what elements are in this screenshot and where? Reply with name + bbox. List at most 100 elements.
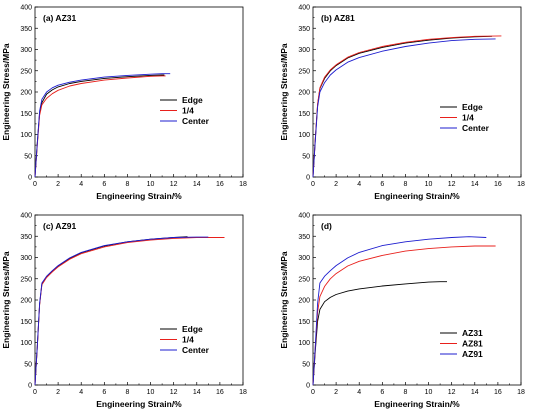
y-tick-label: 400 <box>20 5 32 12</box>
series-line-edge <box>34 74 165 178</box>
x-tick-label: 8 <box>125 181 129 188</box>
y-tick-label: 400 <box>298 5 310 12</box>
x-tick-label: 12 <box>170 389 178 396</box>
series-line-1-4 <box>34 75 166 178</box>
x-tick-label: 18 <box>239 181 247 188</box>
y-tick-label: 150 <box>20 319 32 326</box>
x-tick-label: 16 <box>216 389 224 396</box>
series-line-az91 <box>312 236 487 386</box>
x-tick-label: 4 <box>357 181 361 188</box>
chart-panel-2: 0 2 4 6 8 10 12 14 16 18 0 50 100 150 200 250 300 350 400 E… <box>279 5 525 202</box>
x-tick-label: 16 <box>494 389 502 396</box>
x-tick-label: 0 <box>33 181 37 188</box>
legend-label: 1/4 <box>182 335 194 345</box>
chart-panel-4: 0 2 4 6 8 10 12 14 16 18 0 50 100 150 200 250 300 350 400 E… <box>279 213 525 410</box>
x-tick-label: 12 <box>448 181 456 188</box>
x-tick-label: 8 <box>125 389 129 396</box>
series-line-center <box>312 38 496 178</box>
x-tick-label: 6 <box>380 181 384 188</box>
legend-label: Edge <box>182 95 203 105</box>
legend-label: AZ81 <box>462 339 483 349</box>
y-tick-label: 350 <box>20 26 32 33</box>
x-tick-label: 0 <box>311 389 315 396</box>
y-tick-label: 200 <box>20 90 32 97</box>
y-tick-label: 200 <box>298 298 310 305</box>
x-tick-label: 12 <box>448 389 456 396</box>
x-tick-label: 4 <box>357 389 361 396</box>
x-tick-label: 2 <box>56 181 60 188</box>
x-tick-label: 14 <box>193 389 201 396</box>
legend-label: AZ31 <box>462 328 483 338</box>
series-line-1-4 <box>34 237 225 386</box>
panel-title: (c) AZ91 <box>43 221 76 231</box>
y-tick-label: 100 <box>20 340 32 347</box>
panel-title: (b) AZ81 <box>321 13 355 23</box>
legend-label: Center <box>182 345 210 355</box>
series-line-az31 <box>312 281 447 386</box>
y-tick-label: 250 <box>20 276 32 283</box>
legend-label: 1/4 <box>462 113 474 123</box>
x-tick-label: 0 <box>311 181 315 188</box>
x-tick-label: 4 <box>79 181 83 188</box>
y-tick-label: 150 <box>20 111 32 118</box>
y-axis-label: Engineering Stress/MPa <box>279 43 289 141</box>
series-line-az81 <box>312 245 496 386</box>
x-tick-label: 14 <box>471 389 479 396</box>
y-tick-label: 0 <box>28 383 32 390</box>
y-tick-label: 350 <box>298 234 310 241</box>
y-tick-label: 0 <box>306 175 310 182</box>
y-tick-label: 200 <box>20 298 32 305</box>
x-tick-label: 6 <box>380 389 384 396</box>
y-axis-label: Engineering Stress/MPa <box>1 43 11 141</box>
x-tick-label: 2 <box>334 389 338 396</box>
y-tick-label: 100 <box>298 132 310 139</box>
x-tick-label: 4 <box>79 389 83 396</box>
x-tick-label: 14 <box>193 181 201 188</box>
x-tick-label: 8 <box>403 181 407 188</box>
y-tick-label: 100 <box>20 132 32 139</box>
x-tick-label: 10 <box>425 181 433 188</box>
legend-label: Edge <box>182 324 203 334</box>
x-tick-label: 16 <box>494 181 502 188</box>
y-tick-label: 300 <box>20 47 32 54</box>
y-tick-label: 350 <box>20 234 32 241</box>
x-tick-label: 0 <box>33 389 37 396</box>
legend-label: AZ91 <box>462 349 483 359</box>
plot-frame <box>312 6 522 178</box>
x-tick-label: 18 <box>239 389 247 396</box>
y-tick-label: 200 <box>298 90 310 97</box>
x-tick-label: 18 <box>517 389 525 396</box>
y-tick-label: 50 <box>24 361 32 368</box>
legend-label: Center <box>462 123 490 133</box>
x-axis-label: Engineering Strain/% <box>374 191 460 201</box>
y-tick-label: 150 <box>298 319 310 326</box>
legend-label: Edge <box>462 102 483 112</box>
y-tick-label: 0 <box>28 175 32 182</box>
chart-panel-3: 0 2 4 6 8 10 12 14 16 18 0 50 100 150 200 250 300 350 400 E… <box>1 213 247 410</box>
y-tick-label: 300 <box>298 255 310 262</box>
x-tick-label: 12 <box>170 181 178 188</box>
x-tick-label: 18 <box>517 181 525 188</box>
x-axis-label: Engineering Strain/% <box>96 191 182 201</box>
y-tick-label: 100 <box>298 340 310 347</box>
x-tick-label: 6 <box>102 389 106 396</box>
x-tick-label: 10 <box>147 181 155 188</box>
y-tick-label: 50 <box>302 153 310 160</box>
y-axis-label: Engineering Stress/MPa <box>279 251 289 349</box>
x-axis-label: Engineering Strain/% <box>96 399 182 409</box>
y-tick-label: 150 <box>298 111 310 118</box>
x-tick-label: 16 <box>216 181 224 188</box>
y-tick-label: 50 <box>302 361 310 368</box>
legend-label: 1/4 <box>182 106 194 116</box>
y-tick-label: 50 <box>24 153 32 160</box>
series-line-center <box>34 73 171 178</box>
x-tick-label: 14 <box>471 181 479 188</box>
y-tick-label: 400 <box>298 213 310 220</box>
x-tick-label: 2 <box>334 181 338 188</box>
panel-title: (d) <box>321 221 332 231</box>
x-tick-label: 6 <box>102 181 106 188</box>
